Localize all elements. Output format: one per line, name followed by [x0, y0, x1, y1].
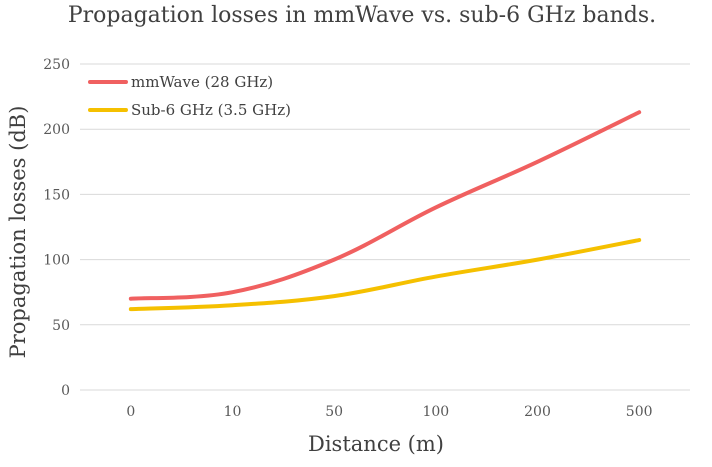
- series-line-mmwave: [128, 110, 642, 301]
- y-tick-label: 100: [43, 253, 70, 269]
- series-layer: [128, 110, 642, 312]
- y-tick-label: 200: [43, 122, 70, 138]
- series-line-sub6: [128, 238, 642, 312]
- legend: mmWave (28 GHz) Sub-6 GHz (3.5 GHz): [88, 73, 291, 119]
- x-tick-label: 0: [126, 404, 135, 420]
- y-tick-label: 250: [43, 57, 70, 73]
- legend-label: Sub-6 GHz (3.5 GHz): [131, 101, 291, 119]
- x-tick-label: 50: [325, 404, 343, 420]
- y-axis-label: Propagation losses (dB): [6, 106, 30, 359]
- y-tick-label: 50: [52, 318, 70, 334]
- tick-labels: 0 50 100 150 200 250 0 10 50 100 200 500: [43, 57, 652, 420]
- x-tick-label: 10: [224, 404, 242, 420]
- chart-title: Propagation losses in mmWave vs. sub-6 G…: [68, 3, 656, 28]
- x-tick-label: 500: [626, 404, 653, 420]
- legend-label: mmWave (28 GHz): [131, 73, 273, 91]
- x-tick-label: 200: [524, 404, 551, 420]
- y-tick-label: 0: [61, 383, 70, 399]
- grid: [80, 63, 690, 391]
- y-tick-label: 150: [43, 187, 70, 203]
- x-tick-label: 100: [422, 404, 449, 420]
- x-axis-label: Distance (m): [308, 432, 444, 456]
